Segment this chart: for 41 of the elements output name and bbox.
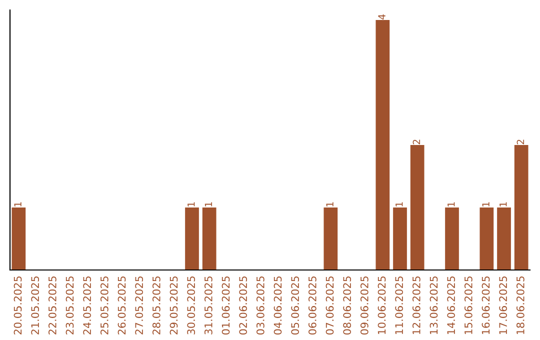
- x-tick-label: 28.05.2025: [152, 276, 160, 334]
- x-tick-label: 21.05.2025: [31, 276, 40, 334]
- x-tick-label: 10.06.2025: [378, 276, 386, 334]
- x-tick-label: 05.06.2025: [291, 276, 300, 335]
- data-label: 1: [500, 202, 507, 206]
- data-label: 1: [188, 202, 195, 206]
- x-tick-label: 01.06.2025: [222, 276, 230, 335]
- x-tick-label: 08.06.2025: [343, 276, 352, 335]
- x-tick-label: 17.06.2025: [499, 276, 508, 334]
- x-tick-label: 25.05.2025: [100, 276, 108, 334]
- data-label: 1: [326, 202, 334, 206]
- x-tick-label: 03.06.2025: [256, 276, 264, 335]
- x-tick-label: 02.06.2025: [239, 276, 248, 335]
- data-label: 1: [448, 202, 455, 206]
- x-tick-label: 24.05.2025: [83, 276, 92, 334]
- x-tick-label: 18.06.2025: [516, 276, 524, 334]
- data-label: 1: [204, 202, 212, 206]
- x-tick-label: 31.05.2025: [204, 276, 212, 334]
- x-tick-label: 16.06.2025: [482, 276, 490, 334]
- x-tick-label: 12.06.2025: [412, 276, 420, 334]
- x-tick-label: 22.05.2025: [48, 276, 56, 334]
- x-tick-label: 14.06.2025: [447, 276, 456, 334]
- data-label: 1: [14, 202, 22, 206]
- data-label: 1: [482, 202, 490, 206]
- x-tick-label: 11.06.2025: [395, 276, 404, 334]
- data-label: 1: [396, 202, 403, 206]
- x-tick-label: 04.06.2025: [274, 276, 282, 335]
- x-tick-label: 07.06.2025: [326, 276, 334, 335]
- x-tick-label: 26.05.2025: [118, 276, 126, 334]
- x-tick-label: 20.05.2025: [14, 276, 22, 334]
- x-tick-label: 27.05.2025: [135, 276, 144, 334]
- x-tick-label: 15.06.2025: [464, 276, 472, 334]
- x-tick-label: 23.05.2025: [66, 276, 74, 334]
- data-label: 2: [412, 140, 420, 144]
- x-tick-label: 13.06.2025: [430, 276, 438, 334]
- x-tick-label: 30.05.2025: [187, 276, 196, 334]
- x-tick-label: 29.05.2025: [170, 276, 178, 334]
- x-tick-label: 09.06.2025: [360, 276, 368, 335]
- data-label: 2: [516, 140, 524, 144]
- x-tick-label: 06.06.2025: [308, 276, 316, 335]
- data-label: 4: [378, 14, 386, 20]
